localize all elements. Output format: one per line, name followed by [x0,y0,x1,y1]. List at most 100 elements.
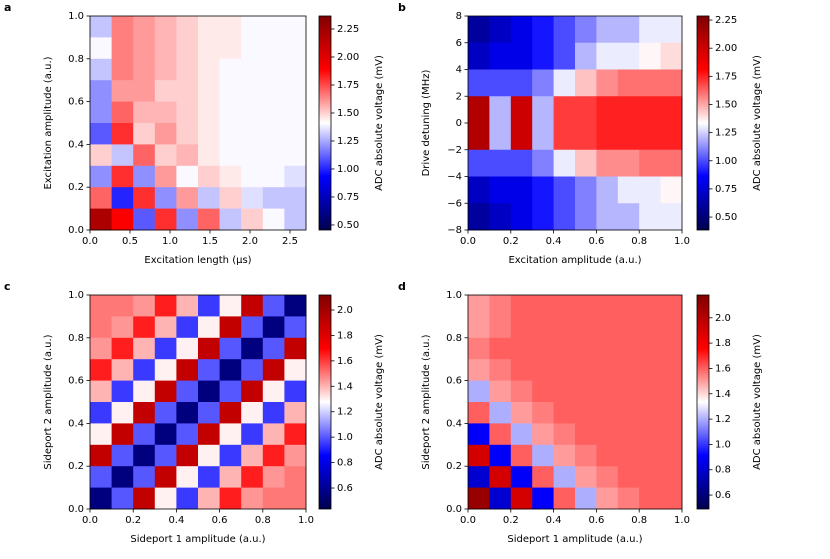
heatmap-cell [133,37,156,60]
heatmap-cell [241,466,264,488]
heatmap-cell [241,337,264,360]
heatmap-cell [617,203,640,231]
x-tick-label: 0.0 [460,515,476,526]
heatmap-cell [176,444,199,467]
heatmap-cell [596,337,619,360]
heatmap-cell [639,380,661,403]
heatmap-cell [639,444,661,467]
heatmap-cell [489,203,512,231]
heatmap-cell [489,42,512,70]
heatmap-cell [198,487,220,510]
y-tick-label: 2 [456,91,462,102]
heatmap-cell [154,466,177,488]
heatmap-cell [575,316,597,339]
colorbar-tick-label: 2.0 [715,313,731,324]
heatmap-cell [468,380,490,403]
heatmap-cell [489,444,512,467]
colorbar-tick-label: 1.0 [337,432,353,443]
y-tick-label: 0.0 [68,504,84,515]
heatmap-cell [219,380,242,403]
heatmap-cell [553,42,576,70]
heatmap-cell [90,58,112,81]
heatmap-cell [596,359,619,381]
y-tick-label: 0.4 [68,418,84,429]
heatmap-cell [617,176,640,204]
heatmap-cell [468,42,490,70]
heatmap-cell [468,423,490,446]
heatmap-cell [639,42,661,70]
heatmap-cell [532,96,554,124]
heatmap-cell [241,316,264,339]
colorbar-tick-label: 1.6 [337,356,353,367]
heatmap-cell [468,337,490,360]
heatmap-cell [596,295,619,317]
heatmap-cell [219,187,242,209]
heatmap-cell [639,295,661,317]
heatmap-cell [575,96,597,124]
x-tick-label: 0.0 [82,236,98,247]
heatmap-cell [284,337,307,360]
heatmap-cell [532,380,554,403]
heatmap-cell [219,144,242,167]
heatmap-cell [575,149,597,177]
x-axis-label: Excitation length (μs) [144,255,251,266]
x-tick-label: 0.4 [168,515,184,526]
plot-frame [467,294,683,510]
panel-label: a [4,1,11,14]
heatmap-cell [219,37,242,60]
heatmap-cell [241,359,264,381]
y-tick-label: 0.0 [446,504,462,515]
heatmap-cell [176,187,199,209]
heatmap-cell [176,359,199,381]
heatmap-cell [639,96,661,124]
heatmap-cell [262,402,285,424]
heatmap-cell [133,58,156,81]
heatmap-cell [198,80,220,102]
heatmap-cell [532,337,554,360]
x-tick-label: 0.2 [503,515,519,526]
heatmap-cell [510,96,533,124]
heatmap-cell [262,101,285,124]
colorbar-tick-label: 1.25 [715,128,737,139]
y-tick-label: 0.6 [446,376,462,387]
heatmap-cell [198,316,220,339]
colorbar-tick-label: 0.6 [337,483,353,494]
heatmap-cell [176,295,199,317]
heatmap-cell [639,16,661,44]
heatmap-cell [90,423,112,446]
heatmap-cell [510,359,533,381]
x-tick-label: 0.2 [125,515,141,526]
colorbar-tick-label: 2.00 [337,52,359,63]
colorbar-tick-label: 2.25 [715,15,737,26]
heatmap-cell [468,359,490,381]
heatmap-cell [617,359,640,381]
heatmap-cell [176,208,199,231]
heatmap-cell [553,96,576,124]
heatmap-cell [617,466,640,488]
heatmap-cell [154,295,177,317]
y-tick-label: 0.4 [68,139,84,150]
y-tick-label: 0.0 [68,225,84,236]
heatmap-cell [284,123,307,145]
heatmap-cell [553,69,576,97]
heatmap-cell [198,359,220,381]
heatmap-cell [241,144,264,167]
heatmap-cell [489,359,512,381]
heatmap-cell [532,16,554,44]
heatmap-cell [154,316,177,339]
heatmap-cell [575,69,597,97]
heatmap-cell [468,176,490,204]
heatmap-cell [532,466,554,488]
heatmap-cell [219,295,242,317]
x-tick-label: 0.0 [460,236,476,247]
heatmap-cell [553,402,576,424]
heatmap-cell [660,337,683,360]
heatmap-cell [133,80,156,102]
heatmap-cell [639,487,661,510]
heatmap-cell [468,402,490,424]
heatmap-cell [596,203,619,231]
heatmap-cell [489,487,512,510]
x-tick-label: 0.5 [122,236,138,247]
heatmap-cell [262,16,285,38]
colorbar-tick-label: 0.8 [337,458,353,469]
